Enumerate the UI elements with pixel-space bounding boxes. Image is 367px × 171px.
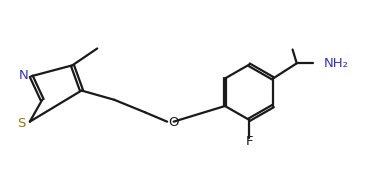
Text: F: F <box>245 135 253 148</box>
Text: NH₂: NH₂ <box>324 57 349 70</box>
Text: S: S <box>18 116 26 129</box>
Text: N: N <box>19 69 29 82</box>
Text: O: O <box>168 115 179 128</box>
